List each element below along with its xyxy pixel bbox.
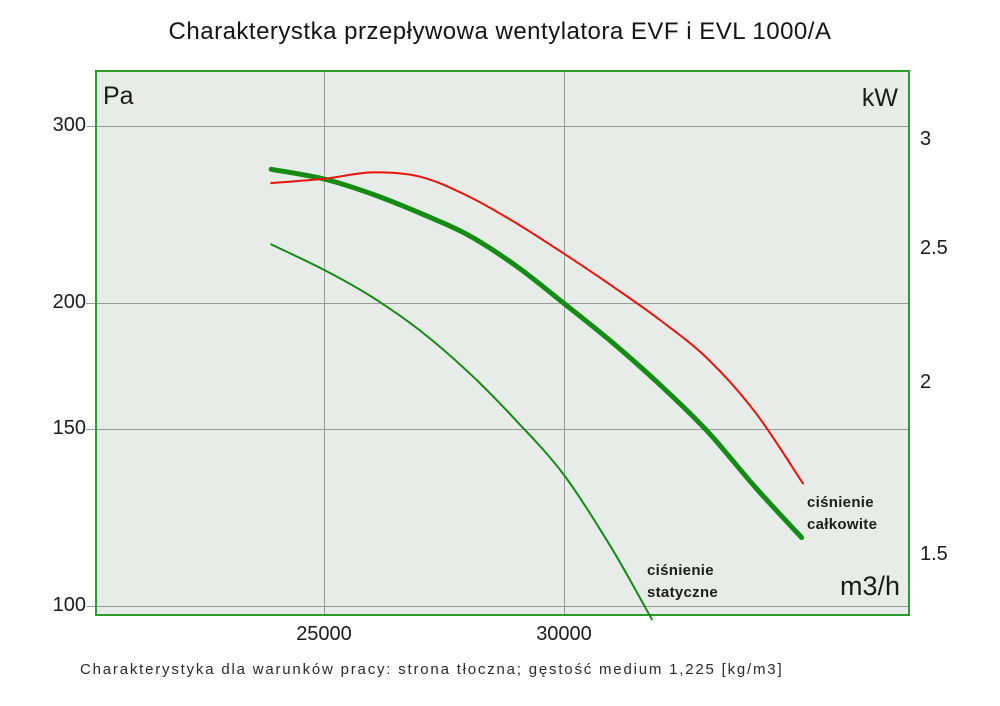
plot-area [95,70,910,616]
y-right-tick-3: 3 [920,127,932,150]
chart-title: Charakterystka przepływowa wentylatora E… [168,18,832,45]
x-tick-25000: 25000 [296,623,352,645]
y-left-unit-label: Pa [103,82,134,110]
y-left-tick-300: 300 [52,114,86,137]
static-pressure-curve-label: ciśnienie statyczne [647,560,718,604]
caption: Charakterystyka dla warunków pracy: stro… [80,661,784,678]
x-tick-30000: 30000 [536,623,592,645]
y-right-unit-label: kW [861,84,898,112]
x-unit-label: m3/h [839,571,900,601]
curve-label-line: ciśnienie [647,562,714,579]
curve-label-line: ciśnienie [807,494,874,511]
y-right-tick-2.5: 2.5 [920,236,948,259]
y-left-tick-100: 100 [52,594,86,616]
y-right-tick-1.5: 1.5 [920,543,948,565]
y-left-tick-150: 150 [52,417,86,440]
curve-label-line: całkowite [807,516,878,533]
y-right-tick-2: 2 [920,370,932,393]
y-left-tick-200: 200 [52,291,86,314]
curve-label-line: statyczne [647,584,719,601]
total-pressure-curve-label: ciśnienie całkowite [807,492,877,536]
